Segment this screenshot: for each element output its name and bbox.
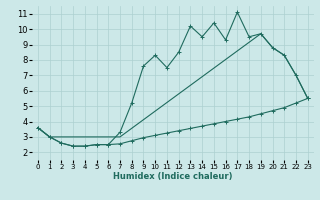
X-axis label: Humidex (Indice chaleur): Humidex (Indice chaleur) (113, 172, 233, 181)
